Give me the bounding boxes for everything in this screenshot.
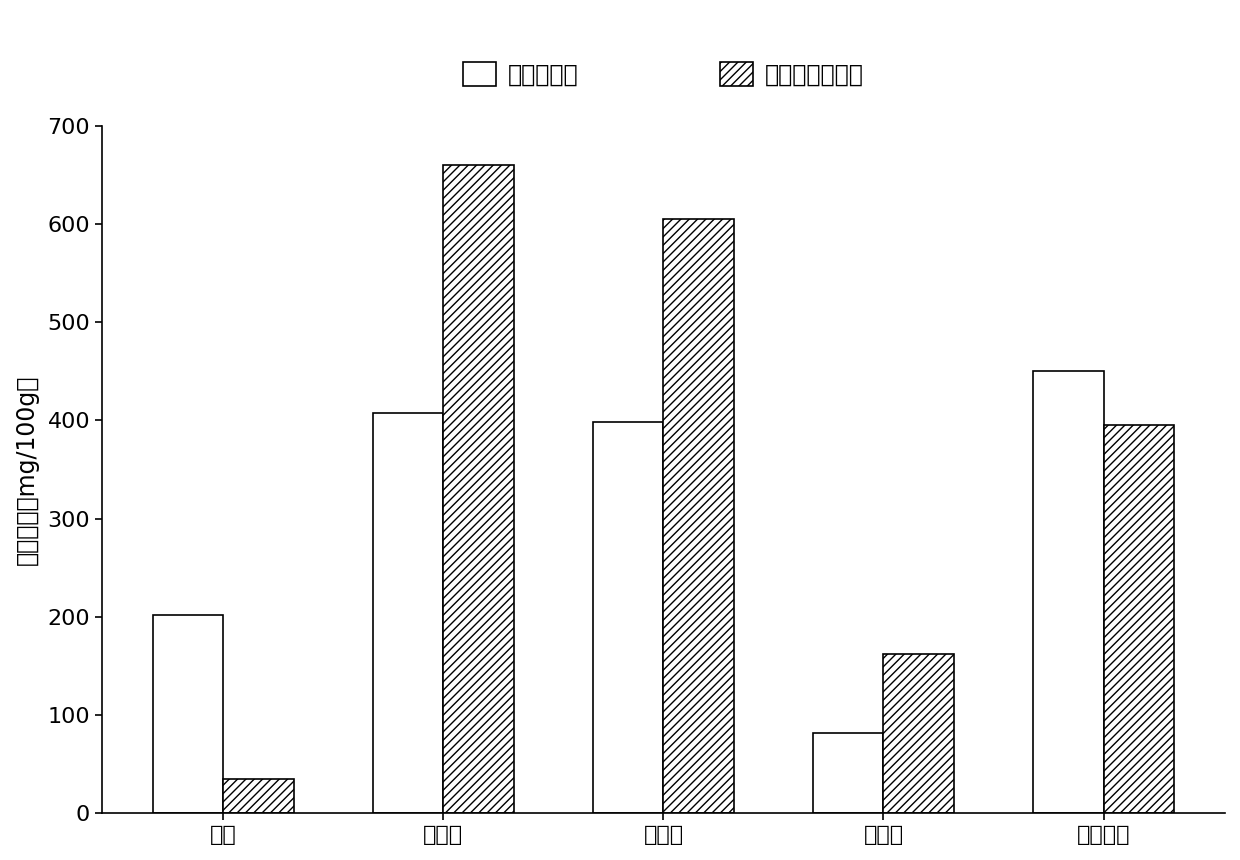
- Bar: [223, 779, 294, 814]
- Bar: [593, 422, 663, 814]
- Bar: [444, 165, 513, 814]
- Bar: [813, 733, 883, 814]
- Bar: [373, 414, 444, 814]
- Bar: [1033, 372, 1104, 814]
- Legend: 对照组蜂胶, 柚苷酶水解蜂胶: 对照组蜂胶, 柚苷酶水解蜂胶: [456, 55, 870, 95]
- Bar: [1104, 425, 1174, 814]
- Bar: [153, 615, 223, 814]
- Bar: [663, 219, 734, 814]
- Y-axis label: 黄酮含量（mg/100g）: 黄酮含量（mg/100g）: [15, 374, 38, 565]
- Bar: [883, 654, 954, 814]
